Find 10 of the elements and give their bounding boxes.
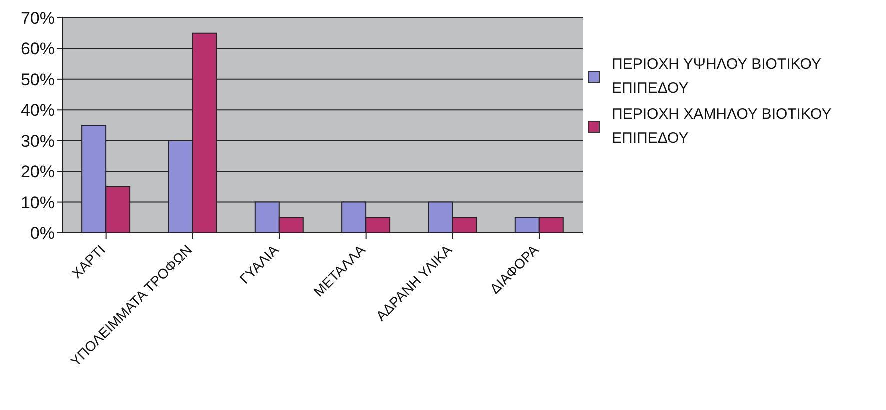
y-tick-label: 70% [20,9,55,28]
y-tick-label: 40% [20,101,55,120]
legend-label: ΠΕΡΙΟΧΗ ΥΨΗΛΟΥ ΒΙΟΤΙΚΟΥ ΕΠΙΠΕΔΟΥ [612,55,822,99]
y-tick-label: 30% [20,132,55,151]
y-tick-label: 0% [30,224,55,244]
legend-label: ΠΕΡΙΟΧΗ ΧΑΜΗΛΟΥ ΒΙΟΤΙΚΟΥ ΕΠΙΠΕΔΟΥ [612,105,832,149]
y-tick-label: 10% [20,193,55,212]
y-tick-label: 50% [20,70,55,90]
y-tick-label: 20% [20,162,55,182]
y-tick-label: 60% [20,40,55,59]
